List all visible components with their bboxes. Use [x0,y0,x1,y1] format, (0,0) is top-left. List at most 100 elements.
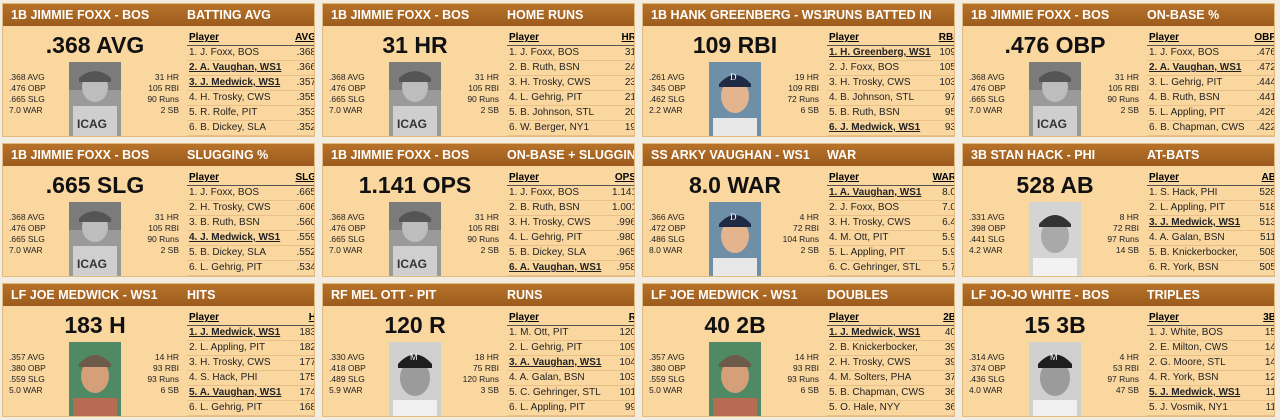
column-header-player[interactable]: Player [509,32,540,43]
leader-card[interactable]: 1B JIMMIE FOXX - BOS HOME RUNS 31 HR ICA… [322,3,635,137]
column-header-player[interactable]: Player [829,312,860,323]
table-row[interactable]: 2. L. Gehrig, PIT 109 [507,341,634,356]
table-row[interactable]: 2. A. Vaughan, WS1 .366 [187,61,314,76]
table-row[interactable]: 5. B. Ruth, BSN 95 [827,106,954,121]
table-row[interactable]: 1. J. Foxx, BOS 31 [507,46,634,61]
table-row[interactable]: 6. B. Chapman, CWS .422 [1147,121,1274,136]
column-header-player[interactable]: Player [189,32,220,43]
column-header-player[interactable]: Player [1149,172,1180,183]
table-row[interactable]: 5. B. Knickerbocker, 508 [1147,246,1274,261]
table-row[interactable]: 1. H. Greenberg, WS1 109 [827,46,954,61]
table-row[interactable]: 4. M. Solters, PHA 37 [827,371,954,386]
column-header-player[interactable]: Player [189,172,220,183]
column-header-stat[interactable]: OPS [614,172,635,183]
table-row[interactable]: 6. B. Dickey, SLA .352 [187,121,314,136]
column-header-player[interactable]: Player [509,312,540,323]
table-row[interactable]: 3. H. Trosky, CWS 6.4 [827,216,954,231]
column-header-stat[interactable]: 3B [1263,312,1275,323]
table-row[interactable]: 5. B. Johnson, STL 20 [507,106,634,121]
table-row[interactable]: 5. L. Appling, PIT .426 [1147,106,1274,121]
table-row[interactable]: 3. H. Trosky, CWS 103 [827,76,954,91]
column-header-stat[interactable]: HR [621,32,635,43]
column-header-player[interactable]: Player [829,172,860,183]
table-row[interactable]: 4. A. Galan, BSN 103 [507,371,634,386]
column-header-stat[interactable]: AB [1261,172,1275,183]
column-header-player[interactable]: Player [189,312,220,323]
table-row[interactable]: 6. C. Gehringer, STL 5.7 [827,261,954,276]
leader-card[interactable]: 1B HANK GREENBERG - WS1 RUNS BATTED IN 1… [642,3,955,137]
table-row[interactable]: 4. J. Medwick, WS1 .559 [187,231,314,246]
table-row[interactable]: 6. A. Vaughan, WS1 .958 [507,261,634,276]
table-row[interactable]: 3. H. Trosky, CWS 177 [187,356,314,371]
column-header-player[interactable]: Player [829,32,860,43]
table-row[interactable]: 4. L. Gehrig, PIT 21 [507,91,634,106]
table-row[interactable]: 3. J. Medwick, WS1 .357 [187,76,314,91]
table-row[interactable]: 6. L. Appling, PIT 99 [507,401,634,416]
table-row[interactable]: 1. J. White, BOS 15 [1147,326,1274,341]
column-header-stat[interactable]: SLG [295,172,315,183]
table-row[interactable]: 4. B. Johnson, STL 97 [827,91,954,106]
table-row[interactable]: 5. B. Dickey, SLA .552 [187,246,314,261]
column-header-player[interactable]: Player [1149,32,1180,43]
table-row[interactable]: 2. A. Vaughan, WS1 .472 [1147,61,1274,76]
table-row[interactable]: 3. J. Medwick, WS1 513 [1147,216,1274,231]
table-row[interactable]: 2. J. Foxx, BOS 7.0 [827,201,954,216]
leader-card[interactable]: 1B JIMMIE FOXX - BOS ON-BASE + SLUGGING … [322,143,635,277]
table-row[interactable]: 3. L. Gehrig, PIT .444 [1147,76,1274,91]
table-row[interactable]: 6. R. York, BSN 505 [1147,261,1274,276]
table-row[interactable]: 1. J. Foxx, BOS .368 [187,46,314,61]
table-row[interactable]: 2. E. Milton, CWS 14 [1147,341,1274,356]
table-row[interactable]: 2. B. Ruth, BSN 24 [507,61,634,76]
leader-card[interactable]: 3B STAN HACK - PHI AT-BATS 528 AB .331 A… [962,143,1275,277]
column-header-player[interactable]: Player [1149,312,1180,323]
table-row[interactable]: 1. S. Hack, PHI 528 [1147,186,1274,201]
column-header-stat[interactable]: AVG [295,32,315,43]
column-header-stat[interactable]: OBP [1254,32,1275,43]
leader-card[interactable]: RF MEL OTT - PIT RUNS 120 R M .330 AVG .… [322,283,635,417]
table-row[interactable]: 5. O. Hale, NYY 36 [827,401,954,416]
table-row[interactable]: 6. L. Gehrig, PIT 168 [187,401,314,416]
table-row[interactable]: 6. L. Gehrig, PIT .534 [187,261,314,276]
table-row[interactable]: 5. C. Gehringer, STL 101 [507,386,634,401]
table-row[interactable]: 5. J. Vosmik, NY1 11 [1147,401,1274,416]
column-header-stat[interactable]: H [292,312,314,323]
table-row[interactable]: 2. B. Ruth, BSN 1.001 [507,201,634,216]
table-row[interactable]: 5. B. Dickey, SLA .965 [507,246,634,261]
leader-card[interactable]: 1B JIMMIE FOXX - BOS ON-BASE % .476 OBP … [962,3,1275,137]
table-row[interactable]: 4. M. Ott, PIT 5.9 [827,231,954,246]
column-header-stat[interactable]: WAR [932,172,955,183]
table-row[interactable]: 3. A. Vaughan, WS1 104 [507,356,634,371]
column-header-stat[interactable]: 2B [943,312,955,323]
table-row[interactable]: 1. J. Foxx, BOS .665 [187,186,314,201]
table-row[interactable]: 5. B. Chapman, CWS 36 [827,386,954,401]
table-row[interactable]: 2. L. Appling, PIT 182 [187,341,314,356]
table-row[interactable]: 5. R. Rolfe, PIT .353 [187,106,314,121]
column-header-player[interactable]: Player [509,172,540,183]
table-row[interactable]: 1. J. Medwick, WS1 183 [187,326,314,341]
column-header-stat[interactable]: RBI [938,32,955,43]
table-row[interactable]: 1. J. Foxx, BOS 1.141 [507,186,634,201]
leader-card[interactable]: LF JOE MEDWICK - WS1 DOUBLES 40 2B .357 … [642,283,955,417]
leader-card[interactable]: LF JO-JO WHITE - BOS TRIPLES 15 3B M .31… [962,283,1275,417]
table-row[interactable]: 4. L. Gehrig, PIT .980 [507,231,634,246]
table-row[interactable]: 3. H. Trosky, CWS 23 [507,76,634,91]
leader-card[interactable]: LF JOE MEDWICK - WS1 HITS 183 H .357 AVG… [2,283,315,417]
leader-card[interactable]: SS ARKY VAUGHAN - WS1 WAR 8.0 WAR D .366… [642,143,955,277]
table-row[interactable]: 2. G. Moore, STL 14 [1147,356,1274,371]
table-row[interactable]: 4. R. York, BSN 12 [1147,371,1274,386]
table-row[interactable]: 4. B. Ruth, BSN .441 [1147,91,1274,106]
table-row[interactable]: 1. A. Vaughan, WS1 8.0 [827,186,954,201]
leader-card[interactable]: 1B JIMMIE FOXX - BOS BATTING AVG .368 AV… [2,3,315,137]
table-row[interactable]: 2. J. Foxx, BOS 105 [827,61,954,76]
column-header-stat[interactable]: R [612,312,634,323]
table-row[interactable]: 1. J. Medwick, WS1 40 [827,326,954,341]
table-row[interactable]: 2. H. Trosky, CWS 39 [827,356,954,371]
table-row[interactable]: 5. A. Vaughan, WS1 174 [187,386,314,401]
table-row[interactable]: 1. J. Foxx, BOS .476 [1147,46,1274,61]
table-row[interactable]: 6. J. Medwick, WS1 93 [827,121,954,136]
table-row[interactable]: 4. S. Hack, PHI 175 [187,371,314,386]
table-row[interactable]: 4. H. Trosky, CWS .355 [187,91,314,106]
table-row[interactable]: 3. H. Trosky, CWS .996 [507,216,634,231]
table-row[interactable]: 2. B. Knickerbocker, 39 [827,341,954,356]
table-row[interactable]: 5. L. Appling, PIT 5.9 [827,246,954,261]
